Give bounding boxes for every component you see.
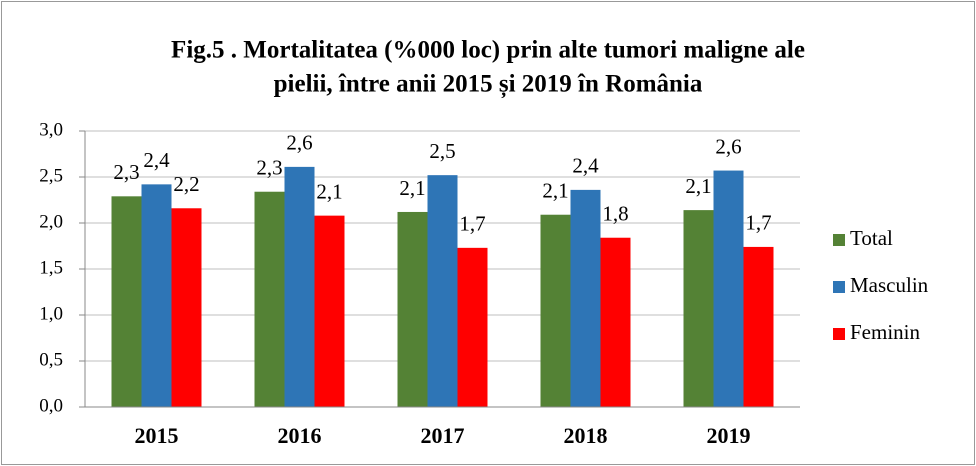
value-label: 2,1 (685, 174, 711, 198)
y-tick-label: 2,0 (39, 211, 63, 232)
y-tick-label: 1,0 (39, 303, 63, 324)
value-label: 2,4 (143, 148, 170, 172)
bar (743, 246, 774, 407)
bar (713, 170, 744, 407)
value-label: 2,1 (399, 176, 425, 200)
value-label: 2,4 (572, 154, 599, 178)
bar (254, 191, 285, 407)
y-tick-label: 2,5 (39, 165, 63, 186)
y-tick-label: 1,5 (39, 257, 63, 278)
value-label: 2,5 (429, 139, 455, 163)
value-label: 2,6 (286, 131, 312, 155)
y-tick-label: 0,0 (39, 395, 63, 416)
y-tick-label: 3,0 (39, 119, 63, 140)
chart-title: Fig.5 . Mortalitatea (%000 loc) prin alt… (171, 37, 805, 64)
legend-swatch (833, 328, 845, 340)
bar (427, 175, 458, 407)
bar (314, 215, 345, 407)
value-label: 1,7 (459, 212, 485, 236)
value-label: 2,6 (715, 134, 741, 158)
value-label: 2,3 (113, 160, 139, 184)
value-label: 2,3 (256, 156, 282, 180)
legend-label: Masculin (850, 273, 929, 297)
bar (457, 247, 488, 407)
bar (141, 184, 172, 407)
x-tick-label: 2017 (421, 423, 465, 448)
y-tick-label: 0,5 (39, 349, 63, 370)
x-tick-label: 2019 (707, 423, 751, 448)
legend-label: Feminin (850, 320, 921, 344)
x-tick-label: 2016 (278, 423, 322, 448)
value-label: 1,7 (745, 211, 771, 235)
bar (570, 189, 601, 407)
legend-swatch (833, 234, 845, 246)
x-tick-label: 2018 (564, 423, 608, 448)
legend-label: Total (850, 226, 893, 250)
x-tick-label: 2015 (135, 423, 179, 448)
value-label: 2,2 (173, 172, 199, 196)
value-label: 2,1 (542, 179, 568, 203)
value-label: 1,8 (602, 202, 628, 226)
legend-swatch (833, 281, 845, 293)
bar (540, 214, 571, 407)
bar (171, 208, 202, 407)
chart-title: pielii, între anii 2015 și 2019 în Român… (274, 71, 703, 99)
bar (683, 210, 714, 407)
bar (111, 196, 142, 407)
bar (600, 237, 631, 407)
bar (397, 211, 428, 407)
bar (284, 166, 315, 407)
value-label: 2,1 (316, 179, 342, 203)
